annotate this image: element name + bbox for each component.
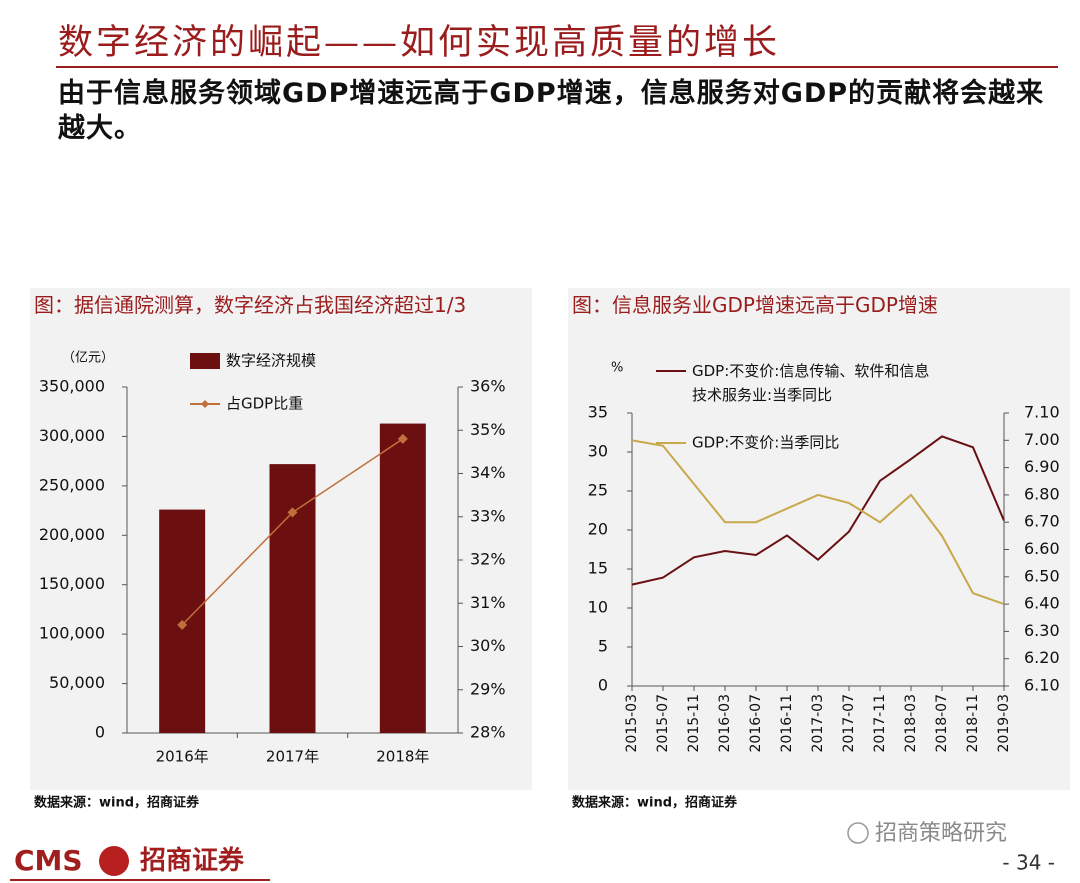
y2-tick-label: 6.70: [1024, 512, 1060, 531]
y2-tick-label: 7.00: [1024, 430, 1060, 449]
y-tick-label: 200,000: [39, 525, 105, 544]
line-marker: [177, 619, 188, 630]
chart-title-box: 图：信息服务业GDP增速远高于GDP增速: [572, 293, 938, 317]
x-tick-label: 2018-07: [934, 694, 950, 753]
x-tick-label: 2016-11: [779, 694, 795, 753]
y2-tick-label: 34%: [470, 463, 506, 482]
y-tick-label: 350,000: [39, 377, 105, 396]
bar: [269, 464, 316, 733]
x-tick-label: 2015-07: [655, 694, 671, 753]
axis-unit: （亿元）: [62, 351, 114, 366]
y-tick-label: 35: [588, 403, 608, 422]
chart-title: 图：信息服务业GDP增速远高于GDP增速: [572, 293, 938, 317]
y2-tick-label: 6.20: [1024, 648, 1060, 667]
y2-tick-label: 36%: [470, 377, 506, 396]
y-tick-label: 100,000: [39, 624, 105, 643]
x-tick-label: 2016年: [156, 748, 209, 766]
y-tick-label: 10: [588, 598, 608, 617]
x-tick-label: 2017年: [266, 748, 319, 766]
x-tick-label: 2018-11: [965, 694, 981, 753]
y-tick-label: 0: [598, 676, 608, 695]
chart-panel: [568, 288, 1070, 790]
y-tick-label: 300,000: [39, 426, 105, 445]
x-tick-label: 2017-11: [872, 694, 888, 753]
y-tick-label: 50,000: [49, 673, 105, 692]
chart-source: 数据来源：wind，招商证券: [572, 795, 738, 811]
y2-tick-label: 6.90: [1024, 457, 1060, 476]
chart-title-box: 图：据信通院测算，数字经济占我国经济超过1/3: [34, 293, 467, 317]
x-tick-label: 2017-07: [841, 694, 857, 753]
legend-marker: [201, 400, 209, 408]
footer-logo: CMS: [14, 844, 83, 877]
legend-label: GDP:不变价:当季同比: [692, 434, 839, 452]
y-tick-label: 15: [588, 559, 608, 578]
y2-tick-label: 33%: [470, 506, 506, 525]
legend-swatch: [190, 353, 220, 369]
line-series: [631, 435, 1005, 586]
y2-tick-label: 35%: [470, 420, 506, 439]
axis-unit: %: [611, 361, 623, 376]
y-tick-label: 30: [588, 442, 608, 461]
y2-tick-label: 31%: [470, 593, 506, 612]
y-tick-label: 250,000: [39, 475, 105, 494]
y2-tick-label: 6.30: [1024, 621, 1060, 640]
y2-tick-label: 6.60: [1024, 539, 1060, 558]
footer-brand: 招商证券: [140, 845, 245, 876]
chart-source: 数据来源：wind，招商证券: [34, 795, 200, 811]
chart-title: 图：据信通院测算，数字经济占我国经济超过1/3: [34, 293, 467, 317]
y2-tick-label: 7.10: [1024, 403, 1060, 422]
x-tick-label: 2019-03: [996, 694, 1012, 753]
footer-watermark: 招商策略研究: [875, 821, 1007, 846]
line-marker: [397, 433, 408, 444]
x-tick-label: 2015-03: [624, 694, 640, 753]
y2-tick-label: 32%: [470, 550, 506, 569]
x-tick-label: 2016-07: [748, 694, 764, 753]
y-tick-label: 0: [95, 723, 105, 742]
legend-label: 数字经济规模: [226, 352, 316, 370]
legend-label-box: GDP:不变价:信息传输、软件和信息技术服务业:当季同比: [692, 362, 930, 404]
legend-label: 占GDP比重: [226, 395, 303, 413]
x-tick-label: 2015-11: [686, 694, 702, 753]
y-tick-label: 5: [598, 637, 608, 656]
bar: [379, 423, 426, 733]
y2-tick-label: 30%: [470, 636, 506, 655]
y-tick-label: 20: [588, 520, 608, 539]
title-rule: [56, 66, 1058, 68]
logo-icon: [99, 846, 129, 876]
x-tick-label: 2017-03: [810, 694, 826, 753]
line-series: [631, 439, 1005, 606]
x-tick-label: 2018年: [376, 748, 429, 766]
y2-tick-label: 6.80: [1024, 484, 1060, 503]
y2-tick-label: 6.50: [1024, 566, 1060, 585]
x-tick-label: 2016-03: [717, 694, 733, 753]
watermark-icon: [847, 822, 869, 844]
slide-title: 数字经济的崛起——如何实现高质量的增长: [58, 23, 781, 63]
y2-tick-label: 29%: [470, 679, 506, 698]
x-tick-label: 2018-03: [903, 694, 919, 753]
line-marker: [287, 507, 298, 518]
y2-tick-label: 28%: [470, 723, 506, 742]
y2-tick-label: 6.40: [1024, 594, 1060, 613]
slide-subtitle: 由于信息服务领域GDP增速远高于GDP增速，信息服务对GDP的贡献将会越来越大。: [58, 78, 1045, 144]
y-tick-label: 150,000: [39, 574, 105, 593]
page-number: - 34 -: [1002, 851, 1055, 875]
y-tick-label: 25: [588, 481, 608, 500]
legend-label: GDP:不变价:信息传输、软件和信息技术服务业:当季同比: [692, 362, 930, 404]
y2-tick-label: 6.10: [1024, 676, 1060, 695]
